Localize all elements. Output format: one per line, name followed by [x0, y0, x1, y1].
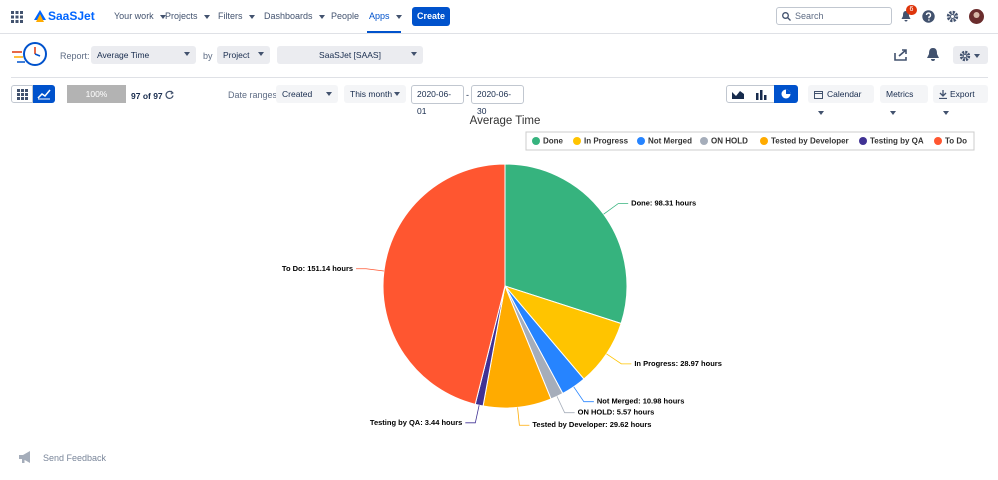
data-label: Done: 98.31 hours	[631, 199, 696, 208]
chart-title: Average Time	[470, 115, 541, 127]
area-chart-btn[interactable]	[732, 89, 744, 100]
legend-label: To Do	[945, 137, 967, 146]
logo-icon	[34, 10, 46, 22]
data-label: Not Merged: 10.98 hours	[597, 397, 685, 406]
date-dash: -	[466, 90, 469, 100]
pie-chart-btn[interactable]	[774, 85, 798, 103]
top-nav: SaaSJet Your work Projects Filters Dashboar…	[0, 0, 998, 34]
app-logo	[12, 42, 47, 66]
legend-label: Done	[543, 137, 564, 146]
data-label: ON HOLD: 5.57 hours	[578, 408, 655, 417]
legend-swatch	[573, 137, 581, 145]
nav-item[interactable]: Filters	[218, 11, 255, 21]
legend-box	[525, 131, 975, 151]
period[interactable]: This month	[344, 85, 406, 103]
calendar-label: Calendar	[827, 89, 862, 99]
chart-type-switch	[726, 85, 798, 103]
search-placeholder: Search	[795, 11, 824, 21]
date-from[interactable]: 2020-06-01	[411, 85, 464, 116]
feedback-icon	[19, 451, 30, 463]
group-value: Project	[223, 50, 250, 60]
group-select[interactable]: Project	[217, 46, 270, 64]
metrics-label: Metrics	[886, 89, 914, 99]
nav-item[interactable]: Apps	[369, 11, 402, 21]
nav-item[interactable]: Your work	[114, 11, 166, 21]
report-value: Average Time	[97, 50, 150, 60]
pie-slice	[504, 163, 628, 325]
legend-label: Testing by QA	[870, 137, 924, 146]
data-label: Testing by QA: 3.44 hours	[370, 418, 462, 427]
chart-icon	[37, 89, 51, 100]
nav-item[interactable]: Dashboards	[264, 11, 325, 21]
calendar-icon	[814, 91, 823, 100]
data-label: To Do: 151.14 hours	[282, 264, 353, 273]
nav-item[interactable]: Projects	[165, 11, 210, 21]
report-label: Report:	[60, 51, 90, 61]
bar-chart-btn[interactable]	[755, 89, 767, 100]
legend-swatch	[760, 137, 768, 145]
nav-item[interactable]: People	[331, 11, 360, 21]
date-label: Date ranges:	[228, 90, 280, 100]
create-button[interactable]: Create	[412, 7, 450, 26]
app-switcher[interactable]	[11, 11, 23, 23]
grid-view[interactable]	[11, 85, 33, 103]
date-to[interactable]: 2020-06-30	[471, 85, 524, 116]
export-label: Export	[950, 89, 975, 99]
pie-chart: Average Time Done In Progress Not Merged ON…	[282, 115, 975, 429]
help[interactable]	[922, 10, 935, 23]
issue-count: 97 of 97	[131, 91, 163, 101]
leader-line	[606, 353, 632, 365]
grid-icon	[17, 89, 28, 100]
legend-swatch	[700, 137, 708, 145]
chart-view[interactable]	[33, 85, 55, 103]
notification-badge: 6	[906, 5, 917, 15]
leader-line	[356, 268, 384, 272]
export[interactable]: Export	[933, 85, 988, 115]
progress-bar: 100%	[67, 85, 126, 103]
legend-label: Tested by Developer	[771, 137, 849, 146]
date-field-value: Created	[282, 89, 313, 99]
project-value: SaaSJet [SAAS]	[319, 50, 381, 60]
leader-line	[517, 407, 530, 426]
legend-label: Not Merged	[648, 137, 692, 146]
leader-line	[556, 396, 575, 414]
settings-menu[interactable]	[953, 46, 988, 64]
date-field[interactable]: Created	[276, 85, 338, 103]
legend-label: In Progress	[584, 137, 629, 146]
gear	[959, 50, 971, 61]
data-label: Tested by Developer: 29.62 hours	[532, 420, 651, 429]
settings[interactable]	[946, 10, 959, 23]
leader-line	[573, 386, 594, 403]
leader-line	[603, 203, 629, 215]
legend-label: ON HOLD	[711, 137, 748, 146]
by-label: by	[203, 51, 213, 61]
calendar[interactable]: Calendar	[808, 85, 874, 115]
active-indicator	[367, 31, 401, 33]
pie-icon	[781, 89, 791, 99]
legend-swatch	[637, 137, 645, 145]
export-icon	[939, 90, 947, 100]
avatar[interactable]	[969, 9, 984, 24]
alerts[interactable]	[926, 47, 940, 62]
legend-swatch	[934, 137, 942, 145]
pie-slice	[382, 163, 506, 405]
logo[interactable]: SaaSJet	[48, 9, 95, 23]
metrics[interactable]: Metrics	[880, 85, 928, 115]
share[interactable]	[893, 48, 909, 62]
legend-swatch	[532, 137, 540, 145]
refresh[interactable]	[165, 90, 174, 99]
report-select[interactable]: Average Time	[91, 46, 196, 64]
period-value: This month	[350, 89, 393, 99]
search-box[interactable]: Search	[776, 7, 892, 25]
search-icon	[782, 12, 791, 21]
legend-swatch	[859, 137, 867, 145]
send-feedback[interactable]: Send Feedback	[43, 453, 107, 463]
project-select[interactable]: SaaSJet [SAAS]	[277, 46, 423, 64]
data-label: In Progress: 28.97 hours	[634, 359, 722, 368]
divider	[11, 77, 988, 78]
leader-line	[465, 405, 480, 424]
